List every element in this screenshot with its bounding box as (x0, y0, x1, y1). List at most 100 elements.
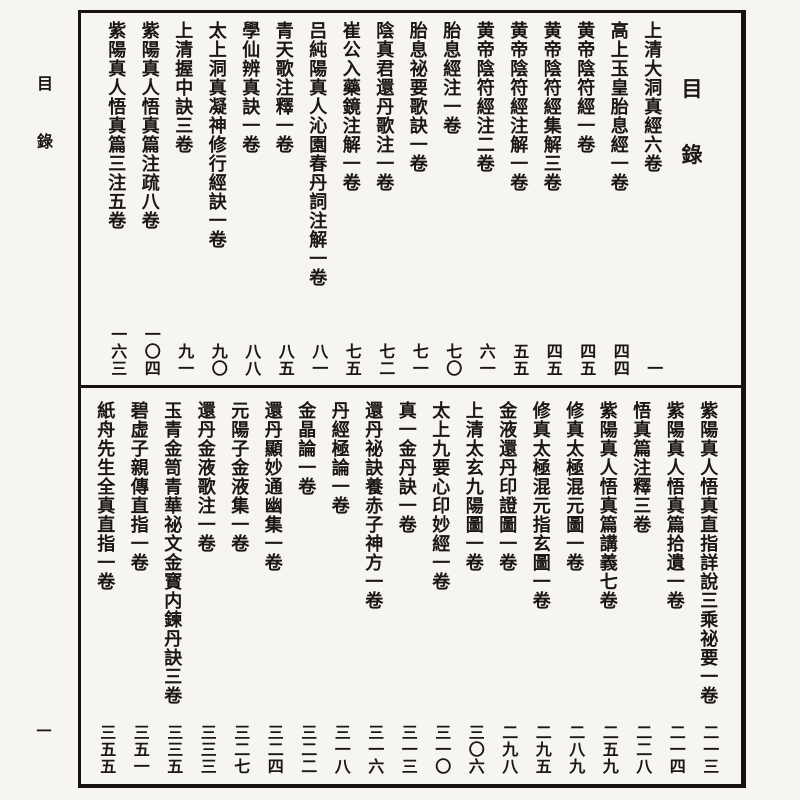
toc-entry-page-number: 三五一 (130, 724, 148, 775)
toc-entry-page-number: 七〇 (443, 343, 461, 377)
toc-entry-page-number: 二一三 (700, 724, 718, 775)
toc-entry: 金晶論一卷 三二二 (290, 401, 324, 775)
toc-entry-title: 上清太玄九陽圖一卷 (463, 401, 484, 572)
toc-entry: 還丹祕訣養赤子神方一卷三一六 (357, 401, 391, 775)
toc-entry-title: 上清握中訣三卷 (173, 21, 194, 154)
toc-entry-title: 真一金丹訣一卷 (396, 401, 417, 534)
toc-entry: 紫陽真人悟真篇注疏八卷一〇四 (133, 21, 167, 377)
toc-entry-page-number: 二九八 (499, 724, 517, 775)
toc-entry-page-number: 三二七 (231, 724, 249, 775)
toc-entry-page-number: 四五 (543, 343, 561, 377)
toc-entry: 黄帝陰符經注解一卷五五 (502, 21, 536, 377)
toc-entry: 陰真君還丹歌注一卷七二 (368, 21, 402, 377)
toc-entry: 紫陽真人悟真篇拾遺一卷二一四 (658, 401, 692, 775)
toc-entry: 胎息祕要歌訣一卷七一 (401, 21, 435, 377)
toc-entry-page-number: 三一六 (365, 724, 383, 775)
toc-entry-title: 還丹顯妙通幽集一卷 (262, 401, 283, 572)
toc-entry-page-number: 二二八 (633, 724, 651, 775)
toc-entry-page-number: 二五九 (599, 724, 617, 775)
toc-heading-char: 目 (681, 77, 703, 101)
toc-entry-title: 青天歌注釋一卷 (273, 21, 294, 154)
toc-entry: 紫陽真人悟真篇講義七卷二五九 (591, 401, 625, 775)
toc-entry-title: 還丹祕訣養赤子神方一卷 (363, 401, 384, 610)
toc-entry-title: 紫陽真人悟真篇注疏八卷 (139, 21, 160, 230)
toc-entry: 上清大洞真經六卷一 (636, 21, 670, 377)
toc-section-lower: 紫陽真人悟真直指詳說三乘祕要一卷 二一三 紫陽真人悟真篇拾遺一卷 二一四 悟真篇注釋三卷… (81, 388, 741, 784)
toc-entry-title: 紫陽真人悟真篇三注五卷 (106, 21, 127, 230)
toc-entry-title: 崔公入藥鏡注解一卷 (340, 21, 361, 192)
toc-entry: 黄帝陰符經一卷 四五 (569, 21, 603, 377)
toc-entry: 還丹顯妙通幽集一卷三二四 (256, 401, 290, 775)
toc-entry-title: 黄帝陰符經注解一卷 (508, 21, 529, 192)
toc-entry-page-number: 九〇 (208, 343, 226, 377)
toc-entry-title: 還丹金液歌注一卷 (195, 401, 216, 553)
margin-running-title: 目 錄 (28, 70, 62, 152)
toc-entry-page-number: 二一四 (666, 724, 684, 775)
toc-entry-page-number: 三三五 (164, 724, 182, 775)
toc-entry-page-number: 七一 (409, 343, 427, 377)
toc-entry: 紙舟先生全真直指一卷三五五 (89, 401, 123, 775)
toc-entry: 還丹金液歌注一卷三三三 (189, 401, 223, 775)
toc-entry: 吕純陽真人沁園春丹詞注解一卷八一 (301, 21, 335, 377)
toc-entry-title: 紫陽真人悟真篇講義七卷 (597, 401, 618, 610)
toc-entry-page-number: 七二 (376, 343, 394, 377)
toc-entry-title: 胎息祕要歌訣一卷 (407, 21, 428, 173)
toc-entry: 紫陽真人悟真篇三注五卷一六三 (100, 21, 134, 377)
toc-entry-page-number: 五五 (510, 343, 528, 377)
toc-entry-title: 吕純陽真人沁園春丹詞注解一卷 (307, 21, 328, 287)
toc-entry-page-number: 七五 (342, 343, 360, 377)
toc-entry: 修真太極混元圖一卷二八九 (558, 401, 592, 775)
toc-entry: 玉青金笥青華祕文金寳内鍊丹訣三卷三三五 (156, 401, 190, 775)
toc-entry-title: 紙舟先生全真直指一卷 (95, 401, 116, 591)
toc-entry-page-number: 三一八 (331, 724, 349, 775)
toc-entry-title: 太上洞真凝神修行經訣一卷 (206, 21, 227, 249)
toc-entry-title: 高上玉皇胎息經一卷 (608, 21, 629, 192)
toc-entry-page-number: 四五 (577, 343, 595, 377)
toc-entry: 高上玉皇胎息經一卷 四四 (602, 21, 636, 377)
toc-entry: 青天歌注釋一卷 八五 (267, 21, 301, 377)
page-frame: 目 錄 上清大洞真經六卷一高上玉皇胎息經一卷 四四 黄帝陰符經一卷 四五 黄帝陰符經集解… (78, 10, 746, 788)
toc-entry-title: 學仙辨真訣一卷 (240, 21, 261, 154)
toc-entry-page-number: 三一三 (398, 724, 416, 775)
margin-folio-number: 一 (36, 724, 52, 740)
toc-entry: 太上洞真凝神修行經訣一卷九〇 (200, 21, 234, 377)
toc-entry-page-number: 一〇四 (141, 326, 159, 377)
toc-entry-title: 紫陽真人悟真直指詳說三乘祕要一卷 (698, 401, 719, 705)
toc-entry-title: 陰真君還丹歌注一卷 (374, 21, 395, 192)
toc-entry-page-number: 八一 (309, 343, 327, 377)
toc-entry-title: 紫陽真人悟真篇拾遺一卷 (664, 401, 685, 610)
toc-entry: 黄帝陰符經集解三卷四五 (535, 21, 569, 377)
toc-entry: 碧虚子親傳直指一卷三五一 (122, 401, 156, 775)
toc-entry: 紫陽真人悟真直指詳說三乘祕要一卷二一三 (692, 401, 726, 775)
toc-entry-page-number: 九一 (175, 343, 193, 377)
toc-entry-page-number: 六一 (476, 343, 494, 377)
toc-entry: 上清太玄九陽圖一卷三〇六 (457, 401, 491, 775)
toc-entry-page-number: 三二二 (298, 724, 316, 775)
toc-entry-title: 黄帝陰符經集解三卷 (541, 21, 562, 192)
toc-entry-page-number: 二八九 (566, 724, 584, 775)
toc-entry: 學仙辨真訣一卷 八八 (234, 21, 268, 377)
toc-entry: 崔公入藥鏡注解一卷七五 (334, 21, 368, 377)
toc-entry-title: 玉青金笥青華祕文金寳内鍊丹訣三卷 (162, 401, 183, 705)
toc-entry: 元陽子金液集一卷 三二七 (223, 401, 257, 775)
toc-entry-title: 黄帝陰符經注二卷 (474, 21, 495, 173)
margin-title-char: 錄 (36, 134, 53, 151)
toc-entry-page-number: 一六三 (108, 326, 126, 377)
toc-entry-title: 碧虚子親傳直指一卷 (128, 401, 149, 572)
toc-entry-page-number: 三二四 (264, 724, 282, 775)
toc-entry-page-number: 二九五 (532, 724, 550, 775)
toc-heading-char: 錄 (681, 143, 703, 167)
toc-entry-page-number: 一 (644, 360, 662, 377)
toc-entry: 真一金丹訣一卷三一三 (390, 401, 424, 775)
toc-entry: 上清握中訣三卷 九一 (167, 21, 201, 377)
toc-entry-title: 太上九要心印妙經一卷 (430, 401, 451, 591)
toc-entry-title: 金晶論一卷 (296, 401, 317, 496)
toc-entry: 悟真篇注釋三卷 二二八 (625, 401, 659, 775)
toc-entry-page-number: 三五五 (97, 724, 115, 775)
toc-entry-title: 修真太極混元圖一卷 (564, 401, 585, 572)
toc-entry-page-number: 八五 (275, 343, 293, 377)
toc-entry-page-number: 三〇六 (465, 724, 483, 775)
toc-entry-page-number: 三三三 (197, 724, 215, 775)
toc-entry-title: 丹經極論一卷 (329, 401, 350, 515)
